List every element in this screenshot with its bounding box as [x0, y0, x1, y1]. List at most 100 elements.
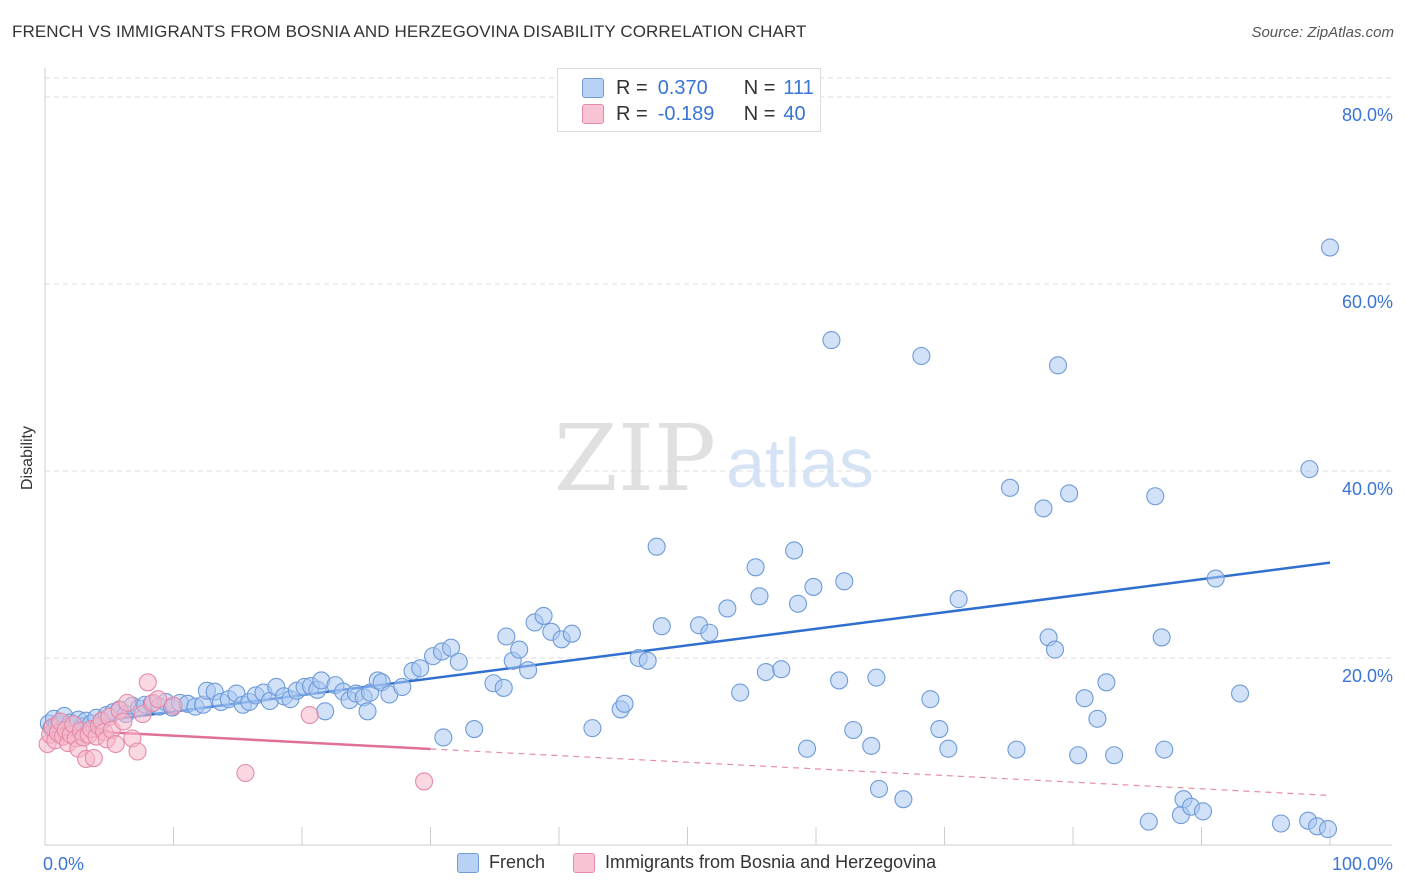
- bosnia-point: [128, 742, 147, 761]
- french-point: [497, 627, 516, 646]
- french-point: [1048, 356, 1068, 375]
- grid-lines: [45, 77, 1392, 659]
- french-point: [930, 720, 949, 739]
- bosnia-point: [236, 763, 255, 783]
- french-point: [1097, 673, 1116, 692]
- french-swatch: [582, 78, 604, 98]
- french-point: [615, 694, 634, 713]
- french-point: [939, 739, 958, 758]
- french-point: [1155, 740, 1174, 759]
- bosnia-points: [38, 673, 434, 791]
- french-point: [1105, 746, 1124, 765]
- x-tick-label-min: 0.0%: [43, 854, 84, 874]
- bosnia-point: [118, 693, 137, 712]
- french-point: [788, 594, 808, 613]
- legend-item-french[interactable]: French: [457, 852, 545, 873]
- french-point: [869, 779, 889, 798]
- french-legend-label: French: [489, 852, 546, 872]
- bosnia-point: [149, 690, 168, 709]
- bosnia-point: [114, 712, 133, 731]
- french-point: [1045, 640, 1065, 659]
- french-point: [797, 739, 817, 758]
- french-point: [1000, 478, 1020, 497]
- bosnia-point: [106, 734, 125, 754]
- stats-legend: R = 0.370 N = 111 R = -0.189 N = 40: [557, 68, 821, 132]
- french-point: [1300, 460, 1319, 479]
- legend-item-bosnia[interactable]: Immigrants from Bosnia and Herzegovina: [573, 852, 936, 873]
- french-point: [583, 719, 602, 738]
- french-point: [1007, 740, 1026, 759]
- french-point: [562, 624, 581, 643]
- y-tick-label: 60.0%: [1342, 292, 1393, 312]
- french-point: [1139, 812, 1158, 831]
- french-point: [772, 660, 791, 679]
- bosnia-legend-swatch: [573, 852, 596, 873]
- french-point: [1320, 238, 1340, 257]
- french-point: [830, 671, 849, 690]
- french-point: [647, 537, 666, 556]
- source-credit: Source: ZipAtlas.com: [1251, 24, 1394, 41]
- french-point: [519, 661, 538, 680]
- trend-lines: [44, 561, 1331, 797]
- legend-n-label: N =: [743, 102, 776, 125]
- french-point: [411, 659, 430, 678]
- french-points: [39, 238, 1340, 839]
- french-point: [746, 558, 765, 577]
- french-point: [1231, 684, 1250, 703]
- french-point: [393, 677, 412, 697]
- french-point: [316, 702, 335, 721]
- french-point: [844, 720, 863, 740]
- french-legend-swatch: [457, 852, 479, 873]
- legend-row-bosnia: R = -0.189 N = 40: [582, 102, 806, 126]
- french-point: [1069, 746, 1088, 765]
- french-point: [700, 623, 719, 642]
- bosnia-trend-line-dashed: [430, 748, 1331, 797]
- bosnia-swatch: [582, 104, 604, 124]
- bosnia-r-value: -0.189: [657, 102, 715, 125]
- french-point: [822, 331, 841, 350]
- french-point: [862, 736, 881, 755]
- french-point: [652, 617, 671, 636]
- french-point: [534, 606, 553, 625]
- y-tick-label: 40.0%: [1342, 479, 1393, 499]
- french-point: [442, 638, 461, 657]
- watermark-zip: ZIP: [554, 405, 716, 512]
- french-point: [756, 662, 775, 682]
- french-point: [785, 541, 804, 560]
- x-tick-label-max: 100.0%: [1332, 854, 1393, 874]
- french-point: [434, 728, 453, 747]
- french-point: [750, 587, 769, 606]
- french-point: [1060, 484, 1079, 503]
- french-r-value: 0.370: [657, 76, 708, 99]
- bosnia-point: [164, 696, 183, 715]
- french-point: [804, 577, 823, 596]
- y-tick-label: 20.0%: [1342, 666, 1393, 686]
- french-n-value: 111: [783, 76, 814, 99]
- french-point: [718, 599, 737, 618]
- bosnia-point: [138, 673, 157, 692]
- bosnia-legend-label: Immigrants from Bosnia and Herzegovina: [605, 852, 937, 872]
- bosnia-point: [415, 772, 434, 791]
- french-point: [449, 652, 468, 671]
- bosnia-n-value: 40: [783, 102, 806, 125]
- french-point: [912, 346, 931, 366]
- french-point: [494, 678, 513, 697]
- french-point: [894, 790, 913, 809]
- series-legend: French Immigrants from Bosnia and Herzeg…: [457, 852, 964, 873]
- tick-labels: 20.0% 40.0% 60.0% 80.0% 0.0% 100.0%: [43, 105, 1393, 874]
- french-point: [731, 683, 750, 702]
- legend-r-label: R =: [616, 102, 648, 125]
- bosnia-point: [133, 705, 152, 724]
- bosnia-point: [84, 748, 103, 768]
- french-point: [949, 590, 968, 609]
- french-point: [1193, 802, 1213, 821]
- axes: [44, 68, 1392, 846]
- bosnia-point: [300, 705, 319, 725]
- french-point: [921, 690, 940, 709]
- legend-n-label: N =: [743, 76, 776, 99]
- legend-r-label: R =: [616, 76, 648, 99]
- french-point: [638, 651, 657, 670]
- french-point: [835, 572, 854, 591]
- legend-row-french: R = 0.370 N = 111: [582, 76, 814, 100]
